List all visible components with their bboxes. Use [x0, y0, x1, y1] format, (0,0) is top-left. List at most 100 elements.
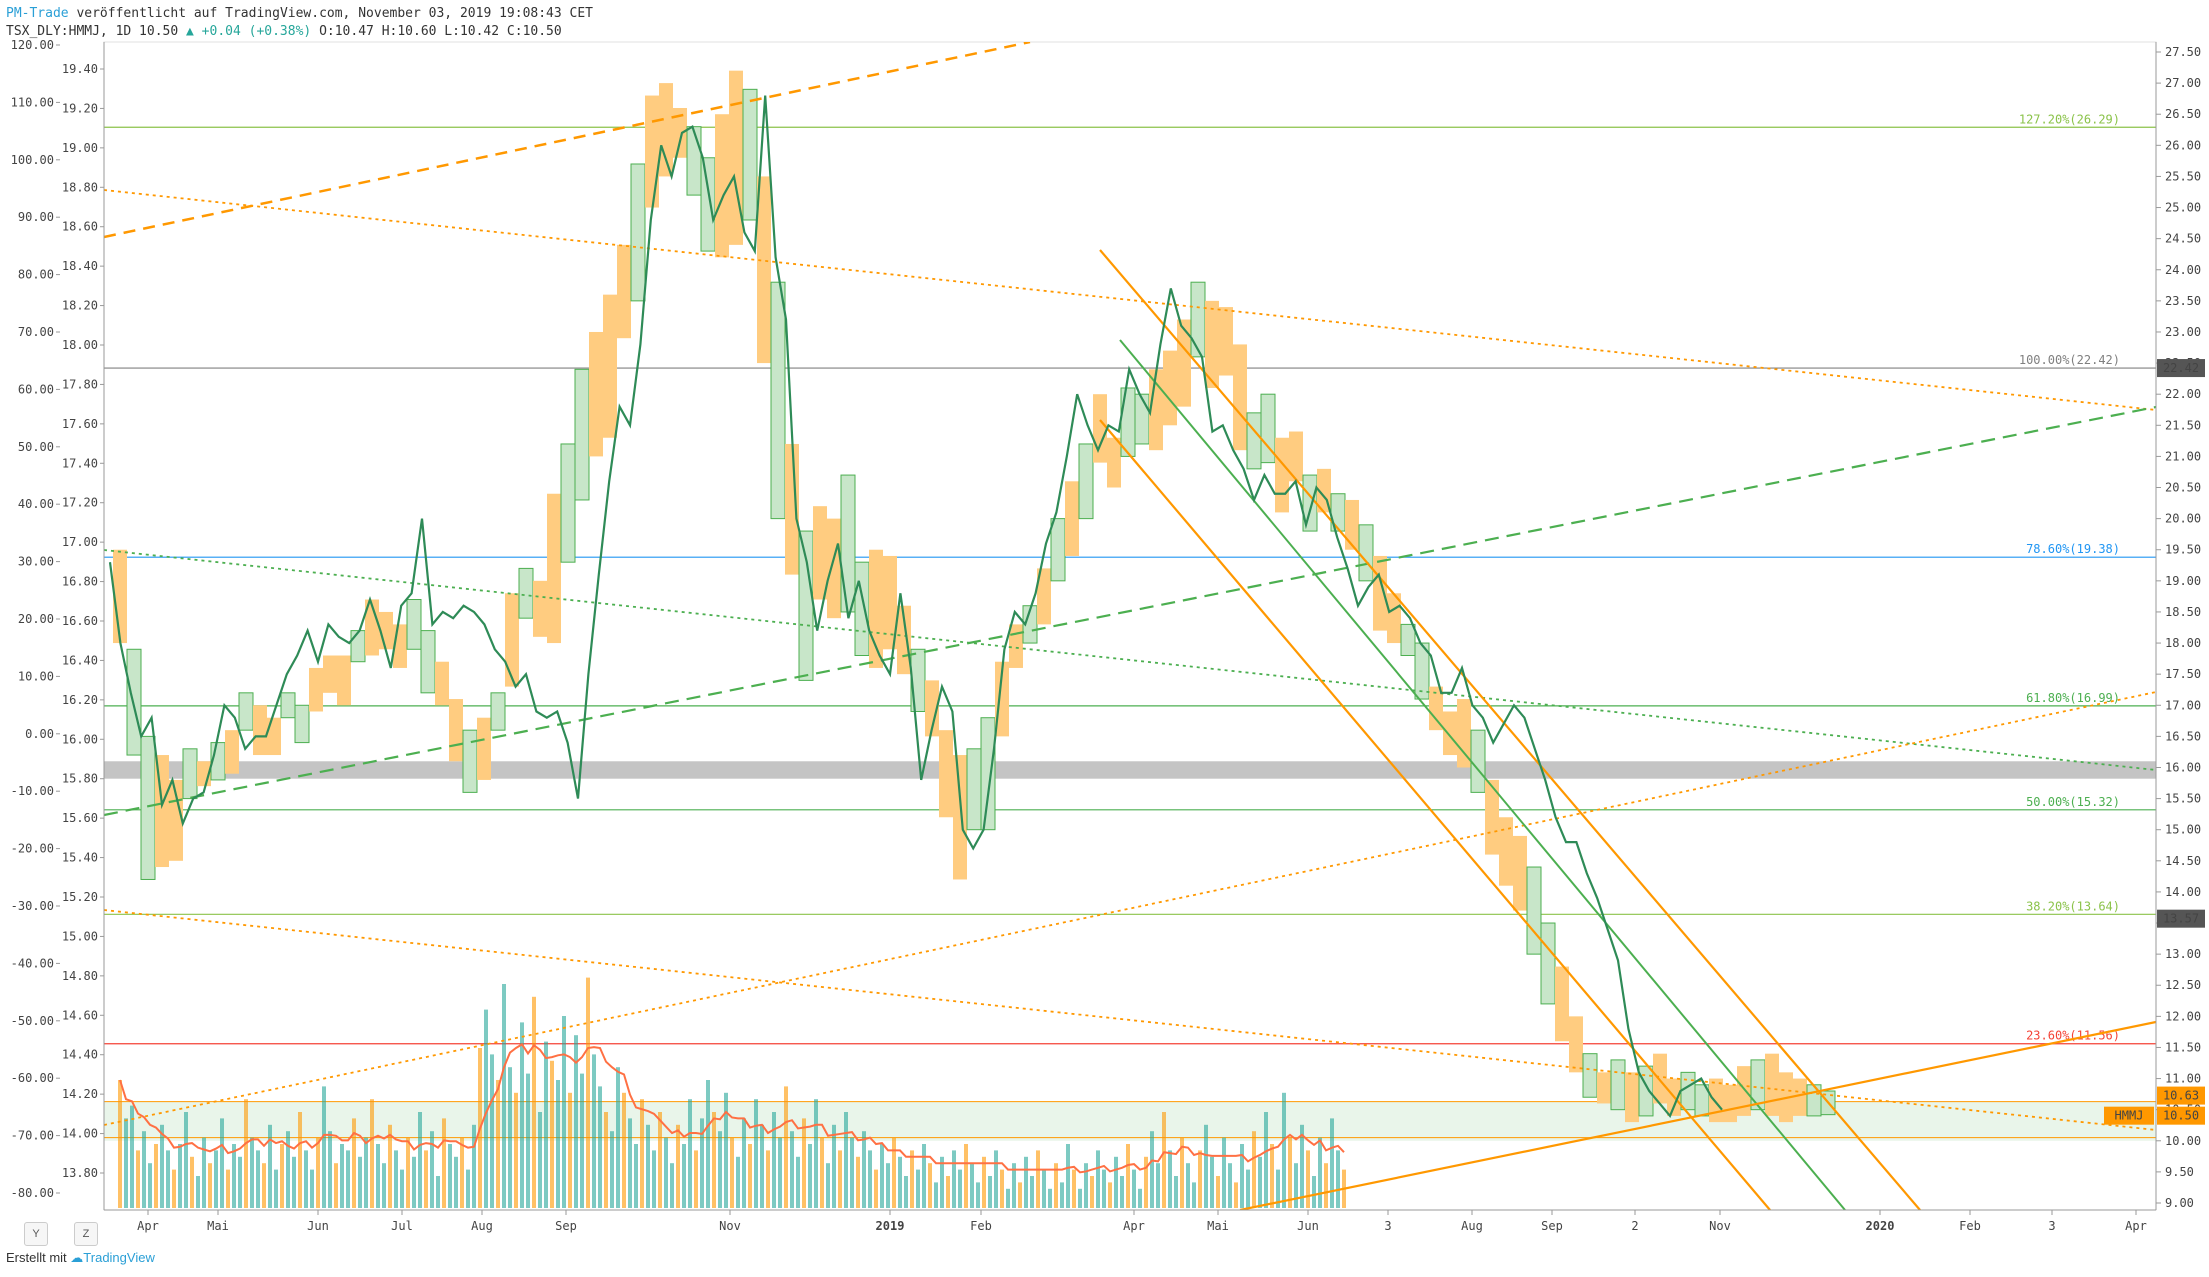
right-axis-label: 16.50: [2165, 729, 2201, 743]
candle: [630, 163, 646, 302]
volume-bar: [268, 1124, 272, 1208]
price-tag-bg: [2157, 1106, 2205, 1125]
volume-bar: [670, 1163, 674, 1208]
volume-bar: [538, 1112, 542, 1208]
candle: [715, 114, 729, 258]
right-price-axis: 27.50 27.00 26.50 26.00 25.50 25.00 24.50 24.00…: [2155, 42, 2201, 1210]
candle: [477, 717, 491, 780]
left-axis-2-label: 17.00: [62, 535, 98, 549]
volume-bar: [1288, 1137, 1292, 1208]
candle: [406, 599, 422, 650]
z-axis-button[interactable]: Z: [74, 1222, 98, 1246]
price-tag-bg: [2157, 359, 2205, 378]
candle: [645, 95, 659, 208]
left-axis-2-label: 14.00: [62, 1127, 98, 1141]
fib-levels-layer: 127.20%(26.29) 100.00%(22.42) 78.60%(19.38…: [104, 112, 2156, 1045]
candle: [1709, 1078, 1723, 1123]
candle: [267, 717, 281, 756]
left-axis-2-label: 17.60: [62, 417, 98, 431]
candle: [1610, 1059, 1626, 1111]
candle: [490, 692, 506, 731]
symbol-tag-label: HMMJ: [2115, 1109, 2144, 1123]
volume-bar: [898, 1156, 902, 1208]
volume-bar: [1018, 1182, 1022, 1208]
candle: [980, 717, 996, 831]
channel-mid-line: [1119, 339, 1846, 1210]
left-axis-1-label: -40.00: [11, 956, 54, 970]
left-axis-1-label: 0.00: [25, 727, 54, 741]
volume-bar: [814, 1099, 818, 1208]
candle: [547, 493, 561, 644]
volume-bar: [310, 1169, 314, 1208]
right-axis-label: 21.00: [2165, 449, 2201, 463]
volume-bar: [874, 1169, 878, 1208]
volume-bar: [238, 1156, 242, 1208]
volume-bar: [790, 1131, 794, 1208]
volume-bar: [598, 1086, 602, 1208]
volume-bar: [844, 1112, 848, 1208]
candle: [1597, 1072, 1611, 1104]
volume-bar: [364, 1137, 368, 1208]
right-axis-label: 19.50: [2165, 543, 2201, 557]
candle: [225, 730, 239, 774]
volume-bar: [556, 1080, 560, 1208]
volume-bar: [544, 1041, 548, 1208]
volume-bar: [1228, 1163, 1232, 1208]
channel-lower-line: [1099, 419, 1771, 1210]
right-axis-label: 18.50: [2165, 605, 2201, 619]
volume-bar: [964, 1144, 968, 1208]
left-axis-2-label: 19.40: [62, 62, 98, 76]
candle: [1289, 431, 1303, 482]
volume-bar: [1330, 1118, 1334, 1208]
volume-bar: [448, 1144, 452, 1208]
volume-bar: [454, 1156, 458, 1208]
candle: [1358, 524, 1374, 582]
left-axis-2-label: 14.40: [62, 1048, 98, 1062]
volume-bar: [694, 1150, 698, 1208]
fib-label-4: 50.00%(15.32): [2026, 795, 2120, 809]
volume-bar: [154, 1144, 158, 1208]
candle: [420, 630, 436, 694]
time-axis-label: Jun: [1297, 1219, 1319, 1233]
volume-bar: [1168, 1150, 1172, 1208]
fib-label-0: 127.20%(26.29): [2019, 112, 2120, 126]
volume-bar: [1138, 1188, 1142, 1208]
volume-bar: [286, 1131, 290, 1208]
y-axis-button[interactable]: Y: [24, 1222, 48, 1246]
volume-bar: [946, 1176, 950, 1208]
left-axis-1-label: -60.00: [11, 1071, 54, 1085]
volume-bar: [628, 1118, 632, 1208]
volume-bar: [388, 1124, 392, 1208]
volume-bar: [202, 1137, 206, 1208]
volume-bar: [682, 1144, 686, 1208]
left-axis-1-label: -80.00: [11, 1186, 54, 1200]
candle: [939, 730, 953, 818]
volume-bar: [904, 1176, 908, 1208]
volume-bar: [280, 1144, 284, 1208]
volume-bar: [700, 1118, 704, 1208]
time-axis-label: Apr: [1123, 1219, 1145, 1233]
volume-bar: [532, 996, 536, 1208]
volume-bar: [1234, 1182, 1238, 1208]
candle: [309, 667, 323, 712]
volume-bar: [1150, 1131, 1154, 1208]
candle: [1205, 300, 1219, 388]
time-axis-label: 3: [2048, 1219, 2055, 1233]
volume-bar: [1180, 1137, 1184, 1208]
volume-bar: [1198, 1150, 1202, 1208]
volume-bar: [514, 1092, 518, 1208]
left-axis-2-label: 15.00: [62, 929, 98, 943]
volume-bar: [838, 1150, 842, 1208]
volume-bar: [1036, 1150, 1040, 1208]
volume-bar: [502, 984, 506, 1208]
right-axis-label: 17.50: [2165, 667, 2201, 681]
volume-bar: [376, 1144, 380, 1208]
publisher-link[interactable]: PM-Trade: [6, 6, 69, 21]
candle: [1414, 642, 1430, 700]
right-axis-label: 18.00: [2165, 636, 2201, 650]
volume-bar: [136, 1150, 140, 1208]
volume-bar: [610, 1131, 614, 1208]
tradingview-brand[interactable]: TradingView: [83, 1250, 155, 1265]
left-axis-2-label: 14.20: [62, 1087, 98, 1101]
